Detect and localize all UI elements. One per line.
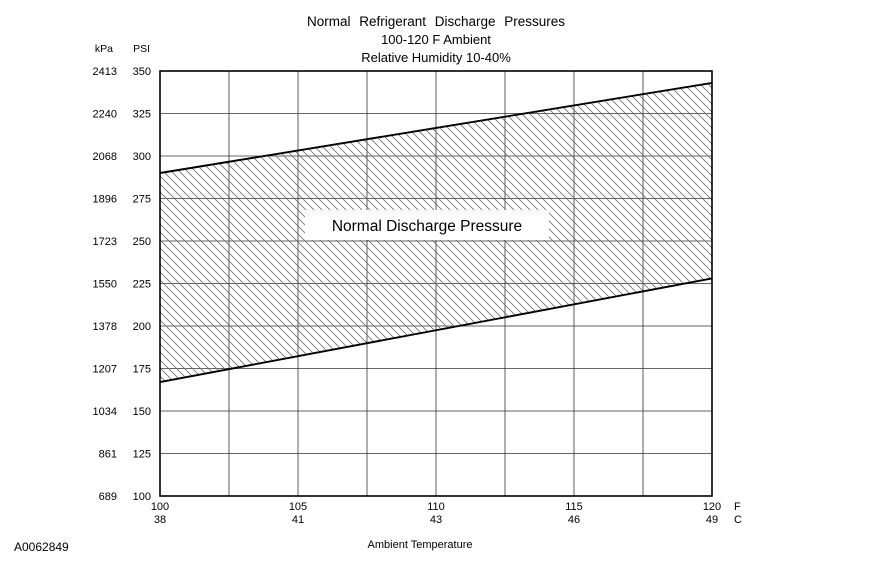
x-tick-f: 100 [151, 501, 169, 513]
band-label-background [305, 210, 549, 240]
x-axis-label: Ambient Temperature [368, 539, 473, 551]
y-tick-psi: 350 [133, 66, 151, 78]
chart-title: Normal Refrigerant Discharge Pressures [307, 14, 565, 29]
y-tick-kpa: 689 [99, 491, 117, 503]
y-axis-header-kpa: kPa [95, 43, 113, 55]
upper-limit-line [159, 81, 713, 174]
y-tick-psi: 250 [133, 236, 151, 248]
chart-subtitle-humidity: Relative Humidity 10-40% [361, 50, 511, 65]
y-tick-psi: 325 [133, 109, 151, 121]
y-tick-kpa: 1723 [93, 236, 117, 248]
band-label-group: Normal Discharge Pressure [305, 210, 549, 240]
band-label: Normal Discharge Pressure [332, 218, 522, 235]
y-tick-kpa: 1550 [93, 279, 117, 291]
x-tick-c: 41 [292, 514, 304, 526]
y-tick-kpa: 2068 [93, 151, 117, 163]
plot-border [159, 70, 713, 497]
y-tick-kpa: 1207 [93, 364, 117, 376]
x-axis-unit-f: F [734, 501, 741, 513]
y-tick-kpa: 2413 [93, 66, 117, 78]
y-tick-kpa: 1034 [93, 406, 117, 418]
figure-code: A0062849 [14, 540, 69, 554]
lower-limit-line [159, 277, 713, 384]
x-tick-c: 43 [430, 514, 442, 526]
x-tick-f: 120 [703, 501, 721, 513]
y-tick-psi: 300 [133, 151, 151, 163]
x-tick-f: 115 [565, 501, 583, 513]
y-tick-psi: 275 [133, 194, 151, 206]
y-tick-kpa: 2240 [93, 109, 117, 121]
x-tick-c: 49 [706, 514, 718, 526]
y-axis-header-psi: PSI [133, 43, 150, 55]
y-tick-psi: 175 [133, 364, 151, 376]
y-tick-kpa: 861 [99, 449, 117, 461]
x-tick-c: 46 [568, 514, 580, 526]
y-tick-psi: 150 [133, 406, 151, 418]
y-tick-kpa: 1896 [93, 194, 117, 206]
axis-tick-labels: 100 689 125 861 150 1034 175 1207 200 1378 225 1550… [93, 66, 722, 526]
y-tick-psi: 125 [133, 449, 151, 461]
x-axis-unit-c: C [734, 514, 742, 526]
x-tick-c: 38 [154, 514, 166, 526]
y-tick-psi: 225 [133, 279, 151, 291]
x-tick-f: 110 [427, 501, 445, 513]
y-tick-kpa: 1378 [93, 321, 117, 333]
y-tick-psi: 200 [133, 321, 151, 333]
chart-subtitle-ambient: 100-120 F Ambient [381, 32, 491, 47]
y-tick-psi: 100 [133, 491, 151, 503]
x-tick-f: 105 [289, 501, 307, 513]
